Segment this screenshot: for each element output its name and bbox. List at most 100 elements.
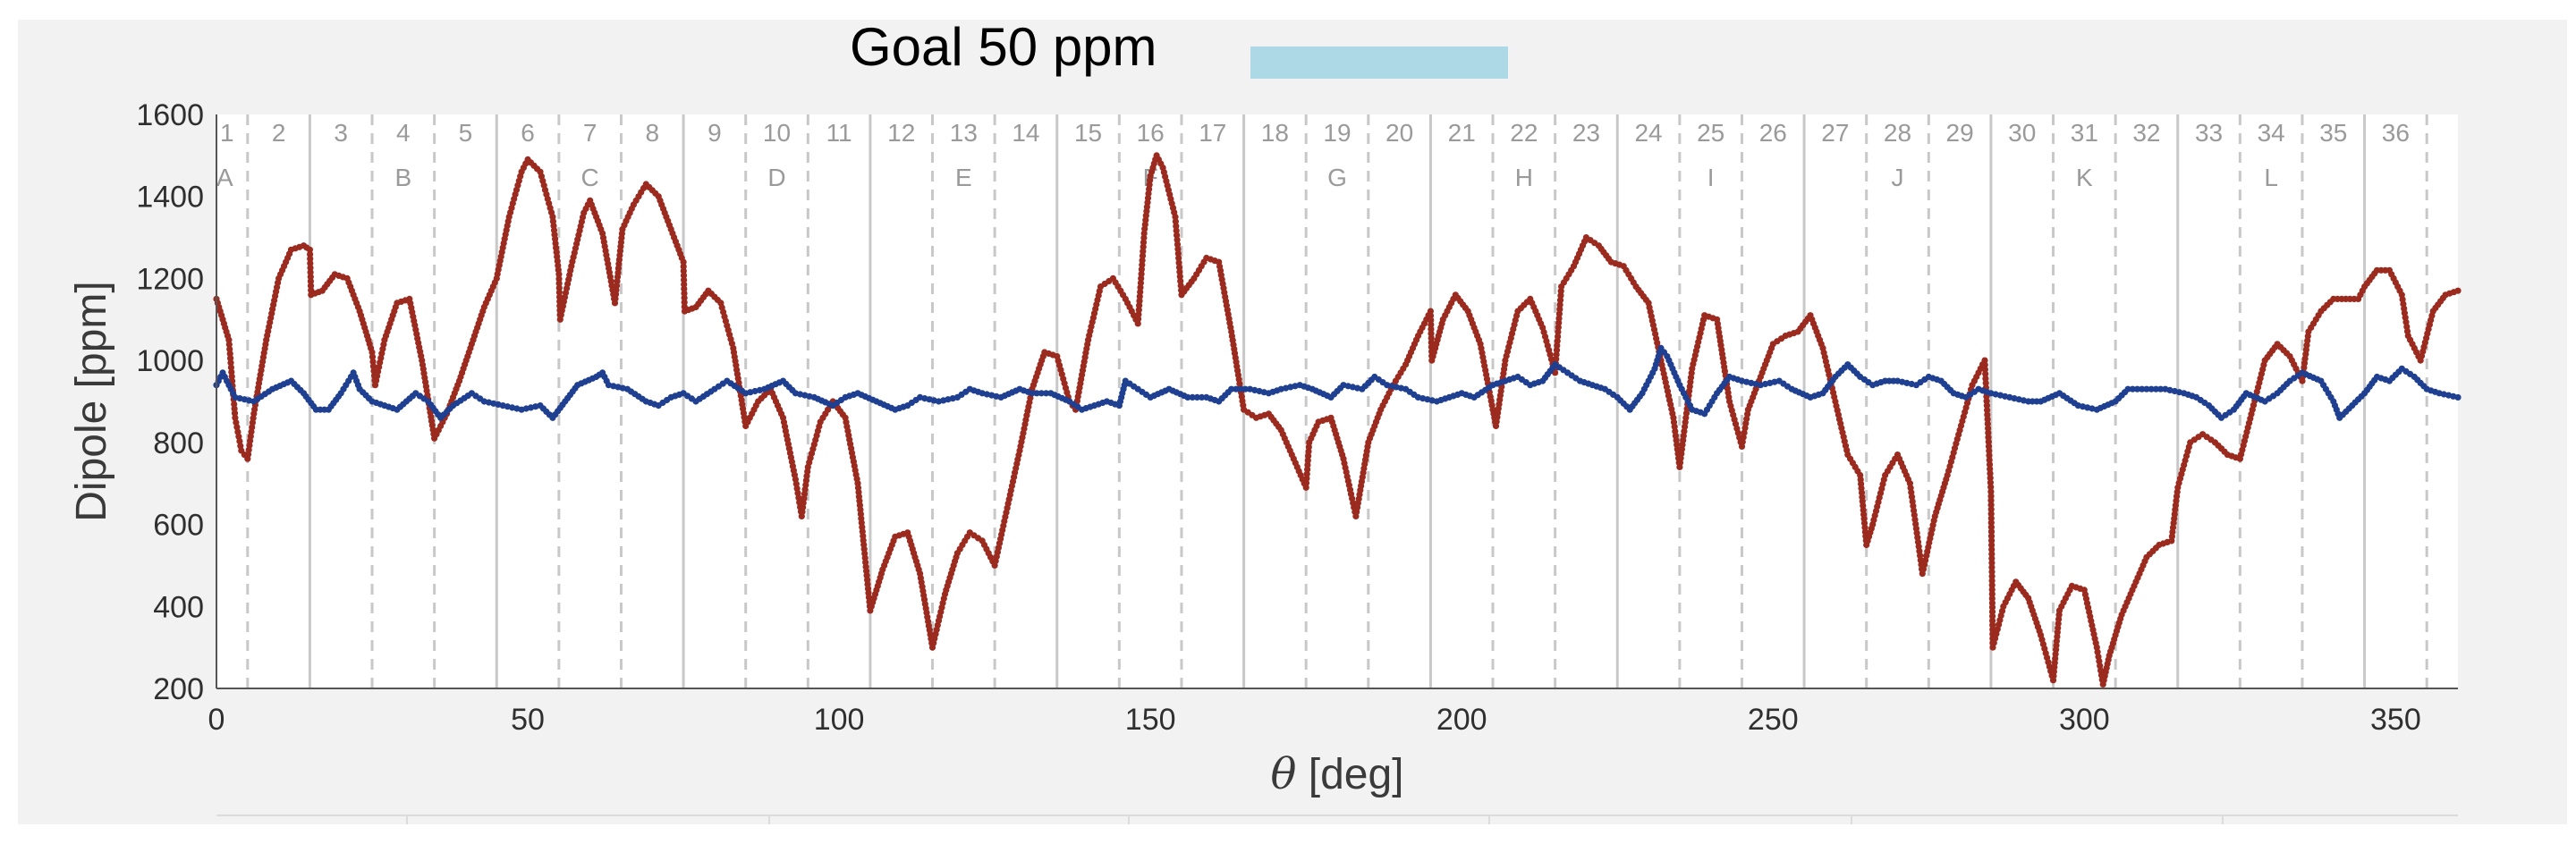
data-point xyxy=(1033,390,1040,397)
data-point xyxy=(555,289,564,296)
segment-label: 20 xyxy=(1385,119,1413,147)
segment-label: 33 xyxy=(2195,119,2223,147)
data-point xyxy=(1989,612,1996,620)
data-point xyxy=(1985,429,1992,436)
segment-label: 32 xyxy=(2132,119,2160,147)
segment-label: 17 xyxy=(1199,119,1226,147)
data-point xyxy=(1987,519,1995,527)
x-tick-label: 250 xyxy=(1748,703,1799,737)
data-point xyxy=(227,359,234,367)
data-point xyxy=(1237,385,1244,392)
segment-label: 18 xyxy=(1261,119,1289,147)
data-point xyxy=(1988,590,1996,598)
x-tick-label: 100 xyxy=(814,703,865,737)
segment-label: 26 xyxy=(1759,119,1787,147)
data-point xyxy=(1986,452,1993,459)
segment-group-label: B xyxy=(394,164,411,191)
data-point xyxy=(1989,621,1996,629)
data-point xyxy=(1029,390,1036,397)
segment-label: 28 xyxy=(1884,119,1911,147)
data-point xyxy=(1982,370,1989,377)
data-point xyxy=(1988,546,1996,553)
data-point xyxy=(1983,402,1990,409)
data-point xyxy=(1987,497,1995,504)
data-point xyxy=(2157,385,2165,392)
segment-label: 36 xyxy=(2382,119,2410,147)
data-point xyxy=(2148,385,2155,392)
y-tick-label: 1600 xyxy=(136,98,204,132)
data-point xyxy=(1228,385,1235,392)
data-point xyxy=(1987,484,1995,491)
data-point xyxy=(2454,393,2462,401)
segment-label: 9 xyxy=(708,119,722,147)
segment-label: 3 xyxy=(334,119,348,147)
segment-group-label: C xyxy=(581,164,599,191)
data-point xyxy=(681,290,688,297)
data-point xyxy=(369,349,376,356)
data-point xyxy=(1199,393,1206,401)
data-point xyxy=(681,281,688,288)
segment-label: 4 xyxy=(396,119,411,147)
data-point xyxy=(1988,595,1996,603)
data-point xyxy=(307,255,314,262)
x-tick-label: 50 xyxy=(511,703,545,737)
data-point xyxy=(1989,626,1996,633)
data-point xyxy=(307,274,314,281)
axes: 200 400 600 800 1000 1200 1400 1600 0 50 100 150 200… xyxy=(136,98,2458,737)
data-point xyxy=(1981,361,1988,368)
data-point xyxy=(307,264,314,272)
data-point xyxy=(555,284,563,291)
data-point xyxy=(555,275,563,283)
segment-label: 1 xyxy=(220,119,234,147)
segment-label: 6 xyxy=(521,119,535,147)
segment-group-label: J xyxy=(1892,164,1904,191)
data-point xyxy=(1987,533,1996,540)
y-tick-label: 200 xyxy=(153,672,204,706)
segment-label: 12 xyxy=(887,119,915,147)
y-tick-label: 800 xyxy=(153,426,204,460)
data-point xyxy=(1988,581,1996,589)
data-point xyxy=(1988,551,1996,558)
x-tick-label: 150 xyxy=(1125,703,1176,737)
segment-label: 13 xyxy=(950,119,978,147)
data-point xyxy=(681,276,688,283)
data-point xyxy=(681,294,688,301)
segment-label: 16 xyxy=(1137,119,1165,147)
segment-label: 27 xyxy=(1821,119,1849,147)
segment-labels: 1 2 3 4 5 6 7 8 9 10 11 12 13 14 15 16 17 18 19 20 21 22 23 24 2… xyxy=(216,119,2410,191)
data-point xyxy=(1427,308,1434,315)
data-point xyxy=(555,271,563,278)
data-point xyxy=(1985,425,1992,432)
bottom-strip xyxy=(216,814,2458,824)
segment-label: 19 xyxy=(1323,119,1351,147)
data-point xyxy=(1987,470,1994,477)
data-point xyxy=(1138,270,1145,277)
segment-label: 31 xyxy=(2071,119,2098,147)
data-series xyxy=(213,152,2462,688)
data-point xyxy=(307,278,314,285)
data-point xyxy=(1987,502,1995,509)
data-point xyxy=(236,437,243,445)
data-point xyxy=(1553,347,1561,354)
segment-group-label: D xyxy=(767,164,785,191)
segment-label: 24 xyxy=(1634,119,1662,147)
data-point xyxy=(1983,393,1990,401)
data-point xyxy=(1137,289,1144,296)
data-point xyxy=(1988,572,1996,580)
x-tick-label: 0 xyxy=(208,703,225,737)
data-point xyxy=(2124,385,2131,392)
data-point xyxy=(1987,524,1995,531)
data-point xyxy=(681,299,688,306)
segment-label: 30 xyxy=(2008,119,2036,147)
segment-label: 21 xyxy=(1448,119,1476,147)
data-point xyxy=(1428,339,1435,346)
segment-group-label: K xyxy=(2076,164,2093,191)
data-point xyxy=(1986,460,1994,468)
data-point xyxy=(369,358,377,366)
data-point xyxy=(1555,333,1562,340)
segment-label: 10 xyxy=(763,119,791,147)
data-point xyxy=(1136,298,1143,305)
segment-group-label: L xyxy=(2264,164,2278,191)
data-point xyxy=(1987,511,1995,518)
data-point xyxy=(1428,316,1435,324)
